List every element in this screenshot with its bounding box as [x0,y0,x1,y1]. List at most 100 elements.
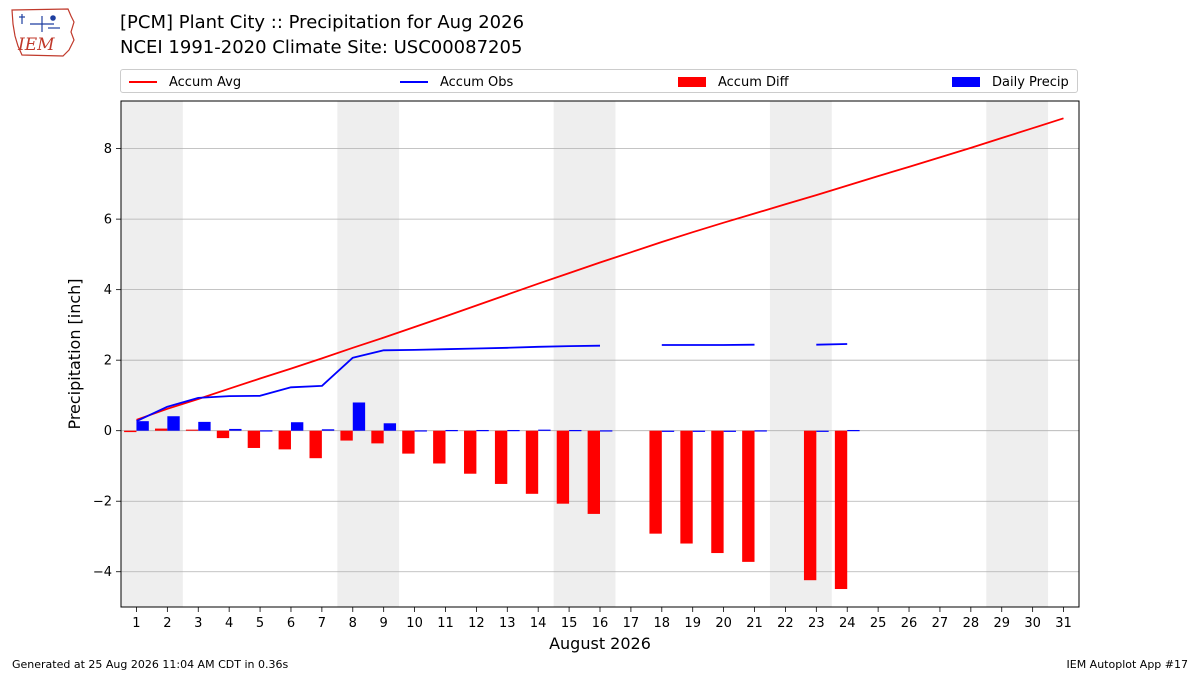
daily-precip-bar [600,430,613,432]
daily-precip-bar [136,421,149,431]
chart-subtitle: NCEI 1991-2020 Climate Site: USC00087205 [120,37,523,58]
y-tick-label: 6 [104,213,112,228]
x-tick-label: 9 [380,616,388,631]
accum-diff-bar [494,430,508,484]
y-tick-label: 8 [104,142,112,157]
y-tick-label: 2 [104,354,112,369]
accum-diff-bar [742,430,755,562]
x-tick-label: 20 [715,616,732,631]
x-tick-label: 22 [777,616,794,631]
accum-diff-bar [185,429,199,431]
daily-precip-bar [229,428,242,431]
legend-label-accum-obs: Accum Obs [440,74,514,90]
x-tick-label: 2 [163,616,171,631]
weekend-band-3 [553,101,616,607]
x-tick-label: 1 [132,616,140,631]
accum-obs-line [136,344,601,423]
x-tick-label: 17 [623,616,640,631]
x-tick-label: 28 [963,616,980,631]
daily-precip-bar [260,430,273,432]
x-tick-label: 27 [932,616,949,631]
x-tick-label: 30 [1024,616,1041,631]
accum-diff-bar [649,430,662,534]
accum-diff-bar [124,430,137,433]
x-tick-label: 29 [993,616,1010,631]
daily-precip-bar [321,429,335,431]
legend-item-accum-diff: Accum Diff [678,73,789,91]
x-tick-label: 25 [870,616,887,631]
x-tick-label: 21 [746,616,763,631]
legend-swatch-daily-precip [952,77,980,87]
legend-label-accum-avg: Accum Avg [169,74,242,90]
x-tick-label: 24 [839,616,856,631]
plot-frame [120,100,1080,608]
y-tick-label: −2 [93,495,112,510]
accum-diff-bar [371,430,384,444]
daily-precip-bar [476,429,489,432]
daily-precip-bar [290,422,304,431]
x-tick-label: 23 [808,616,825,631]
daily-precip-bar [445,429,458,432]
y-tick-label: −4 [93,565,112,580]
x-tick-label: 31 [1055,616,1072,631]
accum-diff-bar [587,430,600,514]
x-tick-label: 10 [406,616,423,631]
accum-diff-bar [525,430,539,494]
footer-app-id: IEM Autoplot App #17 [1066,658,1189,671]
x-tick-label: 11 [437,616,454,631]
y-axis-label: Precipitation [inch] [65,278,84,429]
weekend-band-1 [121,101,183,607]
x-tick-label: 4 [225,616,233,631]
accum-diff-bar [433,430,446,464]
daily-precip-bar [569,429,582,432]
legend-swatch-accum-diff [678,77,706,87]
x-axis-label: August 2026 [549,634,651,653]
accum-diff-bar [464,430,477,474]
legend-swatch-accum-obs [400,81,428,83]
daily-precip-bar [414,430,427,432]
y-tick-label: 0 [104,424,112,439]
legend-swatch-accum-avg [129,81,157,83]
x-tick-label: 3 [194,616,202,631]
x-tick-label: 13 [499,616,516,631]
accum-diff-bar [278,430,291,450]
accum-diff-bar [680,430,693,544]
x-tick-label: 26 [901,616,918,631]
accum-diff-bar [247,430,261,448]
footer-generated-text: Generated at 25 Aug 2026 11:04 AM CDT in… [12,658,289,671]
x-tick-label: 5 [256,616,264,631]
x-tick-label: 18 [654,616,671,631]
legend-label-daily-precip: Daily Precip [992,74,1069,90]
daily-precip-bar [847,429,860,432]
x-tick-label: 14 [530,616,547,631]
accum-obs-line [816,343,848,346]
accum-diff-bar [803,430,817,581]
legend-label-accum-diff: Accum Diff [718,74,789,90]
daily-precip-bar [661,430,675,432]
x-tick-label: 6 [287,616,295,631]
accum-diff-bar [154,428,168,431]
x-tick-label: 16 [592,616,609,631]
x-tick-label: 8 [349,616,357,631]
daily-precip-bar [816,430,829,432]
daily-precip-bar [352,402,366,431]
legend-item-accum-obs: Accum Obs [400,73,513,91]
accum-diff-bar [711,430,724,554]
x-tick-label: 15 [561,616,578,631]
x-tick-label: 12 [468,616,485,631]
x-tick-label: 7 [318,616,326,631]
chart-title: [PCM] Plant City :: Precipitation for Au… [120,12,525,33]
logo-text: IEM [17,35,55,55]
daily-precip-bar [723,430,736,432]
accum-avg-line [136,117,1064,421]
accum-diff-bar [402,430,415,454]
x-tick-label: 19 [684,616,701,631]
legend-item-daily-precip: Daily Precip [952,73,1069,91]
daily-precip-bar [507,429,520,432]
y-tick-label: 4 [104,283,112,298]
legend: Accum Avg Accum Obs Accum Diff Daily Pre… [120,69,1078,93]
accum-diff-bar [340,430,353,441]
weekend-band-4 [769,101,832,607]
daily-precip-bar [692,430,706,432]
